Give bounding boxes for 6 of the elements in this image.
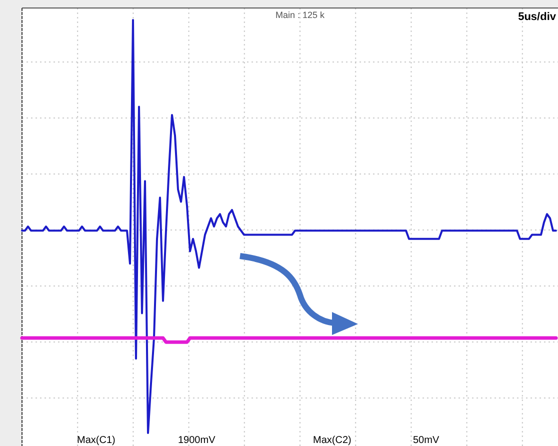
text: Max(C1) bbox=[77, 435, 116, 446]
annotation: 5us/div bbox=[518, 11, 557, 23]
text: 50mV bbox=[413, 435, 440, 446]
text: 1900mV bbox=[178, 435, 216, 446]
text: Max(C2) bbox=[313, 435, 352, 446]
annotation: Main : 125 k bbox=[275, 10, 326, 20]
